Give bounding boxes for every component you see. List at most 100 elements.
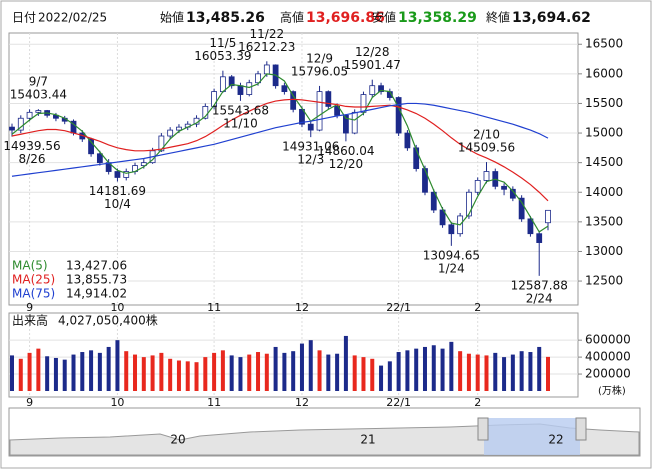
candle-body <box>211 91 217 107</box>
volume-bar <box>185 361 190 391</box>
volume-bar <box>194 362 199 391</box>
low-label: 安値 <box>372 10 396 25</box>
annotation-value: 16212.23 <box>238 40 295 54</box>
candle-body <box>228 76 235 87</box>
candle-body <box>263 64 270 75</box>
y-tick-label: 14000 <box>585 185 623 199</box>
volume-total: 4,027,050,400株 <box>58 313 158 328</box>
x-tick-label: 9 <box>26 301 33 314</box>
candle-body <box>474 180 481 193</box>
close-label: 終値 <box>486 10 510 25</box>
annotation-value: 15403.44 <box>10 88 67 102</box>
ma-line <box>11 102 549 177</box>
candle-body <box>439 209 446 226</box>
navigator-handle[interactable] <box>575 417 587 441</box>
candle-body <box>466 191 472 217</box>
y-tick-label: 14500 <box>585 155 623 169</box>
volume-bar <box>422 346 427 391</box>
volume-bar <box>519 351 524 391</box>
candle-body <box>237 85 244 95</box>
volume-bar <box>27 352 32 391</box>
candle-body <box>325 91 332 107</box>
y-tick-label: 12500 <box>585 274 623 288</box>
navigator-selection[interactable] <box>484 418 580 455</box>
y-tick-label: 13000 <box>585 244 623 258</box>
date-label: 日付 <box>12 11 36 25</box>
candle-body <box>96 153 103 164</box>
volume-bar <box>291 351 296 391</box>
close: 13,694.62 <box>512 10 591 26</box>
y-tick-label: 400000 <box>585 350 631 364</box>
high: 13,696.86 <box>306 10 385 26</box>
candle-body <box>307 123 314 131</box>
annotation-value: 14939.56 <box>3 139 60 153</box>
annotation-date: 12/20 <box>329 157 364 171</box>
volume-bar <box>10 355 14 391</box>
volume-bar <box>326 354 331 391</box>
candle-body <box>26 111 33 119</box>
volume-bar <box>18 358 23 391</box>
candle-body <box>17 117 24 131</box>
candle-body <box>378 85 384 93</box>
open: 13,485.26 <box>186 10 265 26</box>
x-tick-label: 11 <box>207 396 221 409</box>
candle-body <box>219 76 226 93</box>
volume-bar <box>159 352 164 391</box>
annotation-date: 2/24 <box>526 291 553 305</box>
y-tick-label: 600000 <box>585 333 631 347</box>
volume-bar <box>493 352 498 391</box>
ma-line <box>11 98 549 202</box>
price-panel <box>8 32 579 306</box>
annotation-value: 15796.05 <box>291 64 348 78</box>
annotation-value: 15543.68 <box>212 103 269 117</box>
y-tick-label: 13500 <box>585 214 623 228</box>
volume-bar <box>124 351 129 391</box>
navigator-label: 21 <box>360 433 375 447</box>
volume-bar <box>238 357 243 391</box>
legend-box <box>10 258 128 302</box>
volume-bar <box>247 354 252 391</box>
volume-bar <box>80 352 85 391</box>
candle-body <box>351 111 358 134</box>
volume-bar <box>343 335 348 391</box>
volume-bar <box>220 350 225 391</box>
x-tick-label: 2 <box>474 396 481 409</box>
volume-bar <box>168 358 173 391</box>
volume-bar <box>449 341 454 391</box>
volume-bar <box>299 343 304 391</box>
low: 13,358.29 <box>398 10 477 26</box>
navigator-handle[interactable] <box>477 417 489 441</box>
candle-body <box>158 135 165 152</box>
volume-bar <box>414 348 419 391</box>
y-tick-label: 200000 <box>585 367 631 381</box>
candle-body <box>176 126 182 131</box>
candle-body <box>483 171 490 181</box>
legend-name: MA(75) <box>12 287 55 301</box>
volume-bar <box>203 357 208 391</box>
candle-body <box>299 108 305 125</box>
annotation-value: 16053.39 <box>194 49 251 63</box>
candle-body <box>545 209 551 224</box>
volume-label: 出来高 <box>12 314 48 328</box>
x-tick-label: 9 <box>26 396 33 409</box>
volume-bar <box>466 353 471 391</box>
volume-bar <box>176 360 181 391</box>
annotation-date: 2/10 <box>473 128 500 142</box>
candle-body <box>246 82 253 95</box>
x-tick-label: 12 <box>295 301 309 314</box>
candle-body <box>404 132 411 149</box>
candle-body <box>9 126 15 131</box>
annotation-date: 10/4 <box>104 197 131 211</box>
candle-body <box>501 185 507 190</box>
volume-bar <box>335 353 340 391</box>
legend-value: 13,855.73 <box>66 273 127 287</box>
y-tick-label: 15000 <box>585 126 623 140</box>
volume-bar <box>97 352 102 391</box>
volume-bar <box>256 352 261 391</box>
volume-unit: (万株) <box>598 384 626 397</box>
volume-bar <box>115 340 120 391</box>
annotation-value: 14860.04 <box>317 144 374 158</box>
volume-bar <box>405 350 410 391</box>
annotation-value: 12587.88 <box>511 278 568 292</box>
